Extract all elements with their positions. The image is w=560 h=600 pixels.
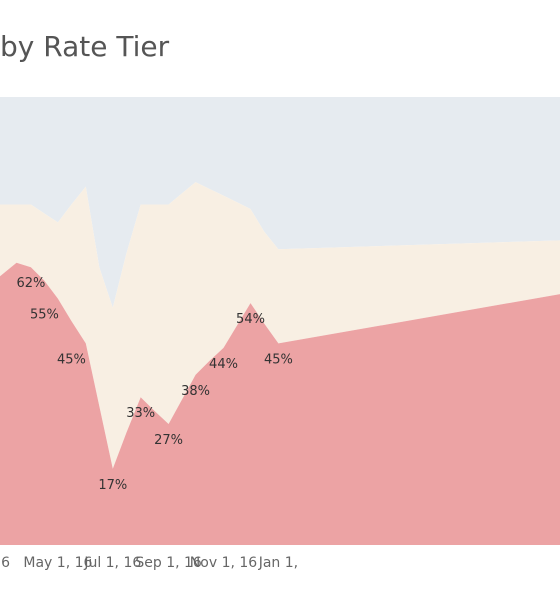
data-label: 33% bbox=[126, 406, 155, 421]
x-tick-label: Sep 1, 16 bbox=[135, 555, 202, 571]
x-tick-label: Jan 1, bbox=[258, 555, 298, 571]
x-tick-label: Jul 1, 16 bbox=[83, 555, 141, 571]
data-label: 27% bbox=[154, 433, 183, 448]
area-bottom-band bbox=[0, 262, 560, 545]
chart-title: by Rate Tier bbox=[0, 30, 170, 63]
data-label: 17% bbox=[98, 478, 127, 493]
area-top-band bbox=[0, 97, 560, 308]
data-label: 45% bbox=[264, 352, 293, 367]
x-tick-label: 16 bbox=[0, 555, 10, 571]
x-tick-label: Nov 1, 16 bbox=[190, 555, 257, 571]
x-tick-label: May 1, 16 bbox=[23, 555, 92, 571]
data-label: 45% bbox=[57, 352, 86, 367]
data-label: 38% bbox=[181, 384, 210, 399]
data-label: 44% bbox=[209, 357, 238, 372]
data-label: 62% bbox=[16, 276, 45, 291]
data-label: 55% bbox=[30, 308, 59, 323]
data-label: 54% bbox=[236, 312, 265, 327]
area-middle-band bbox=[0, 182, 560, 469]
